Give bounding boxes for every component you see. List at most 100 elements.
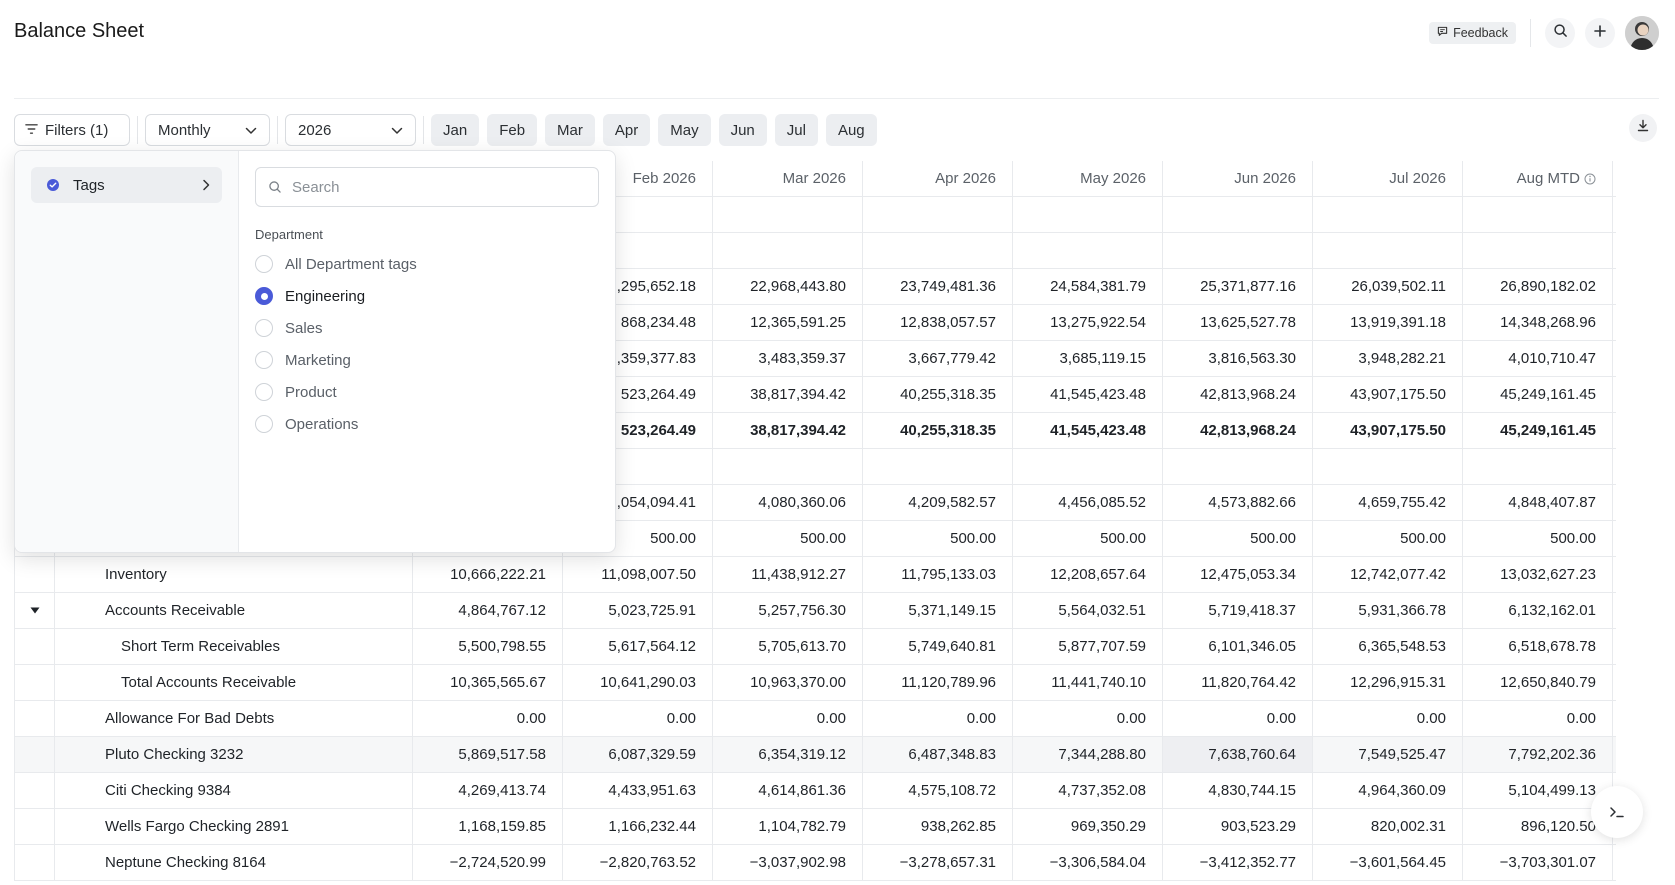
value-cell[interactable]: 38,817,394.42 [713,377,863,412]
value-cell[interactable]: 4,575,108.72 [863,773,1013,808]
table-row[interactable]: ,054,094.41 4,080,360.06 4,209,582.57 4,456… [14,485,1616,521]
value-cell[interactable]: 40,255,318.35 [863,377,1013,412]
value-cell[interactable]: 13,625,527.78 [1163,305,1313,340]
value-cell[interactable]: 11,441,740.10 [1013,665,1163,700]
value-cell[interactable]: 500.00 [563,521,713,556]
value-cell[interactable]: 11,098,007.50 [563,557,713,592]
value-cell[interactable]: 4,456,085.52 [1013,485,1163,520]
radio-button[interactable] [255,351,273,369]
value-cell[interactable]: 3,685,119.15 [1013,341,1163,376]
value-cell[interactable] [1013,449,1163,484]
value-cell[interactable]: −3,037,902.98 [713,845,863,880]
value-cell[interactable] [1163,233,1313,268]
value-cell[interactable]: −3,412,352.77 [1163,845,1313,880]
month-pill-feb[interactable]: Feb [487,114,538,146]
value-cell[interactable]: 5,617,564.12 [563,629,713,664]
value-cell[interactable]: 868,234.48 [563,305,713,340]
value-cell[interactable]: 5,749,640.81 [863,629,1013,664]
value-cell[interactable]: 12,838,057.57 [863,305,1013,340]
value-cell[interactable]: 1,166,232.44 [563,809,713,844]
table-row[interactable]: Pluto Checking 3232 5,869,517.58 6,087,329… [14,737,1616,773]
download-button[interactable] [1629,114,1657,142]
value-cell[interactable] [863,449,1013,484]
tag-search-input[interactable] [292,178,586,196]
month-pill-aug[interactable]: Aug [825,114,877,146]
value-cell[interactable]: 820,002.31 [1313,809,1463,844]
value-cell[interactable]: 5,705,613.70 [713,629,863,664]
column-header[interactable]: Jun 2026 [1163,161,1313,196]
value-cell[interactable]: 4,737,352.08 [1013,773,1163,808]
value-cell[interactable]: 500.00 [713,521,863,556]
table-row[interactable]: ,295,652.18 22,968,443.80 23,749,481.36 24,… [14,269,1616,305]
value-cell[interactable]: 6,518,678.78 [1463,629,1613,664]
value-cell[interactable]: 10,641,290.03 [563,665,713,700]
value-cell[interactable]: 0.00 [563,701,713,736]
value-cell[interactable]: 3,948,282.21 [1313,341,1463,376]
value-cell[interactable]: 26,039,502.11 [1313,269,1463,304]
value-cell[interactable]: 4,614,861.36 [713,773,863,808]
value-cell[interactable]: 5,931,366.78 [1313,593,1463,628]
value-cell[interactable]: 12,650,840.79 [1463,665,1613,700]
value-cell[interactable]: 3,667,779.42 [863,341,1013,376]
value-cell[interactable]: 1,104,782.79 [713,809,863,844]
value-cell[interactable]: 938,262.85 [863,809,1013,844]
value-cell[interactable]: 4,269,413.74 [413,773,563,808]
value-cell[interactable]: 45,249,161.45 [1463,377,1613,412]
row-expand-cell[interactable] [15,593,55,628]
value-cell[interactable]: 10,666,222.21 [413,557,563,592]
value-cell[interactable] [1313,197,1463,232]
value-cell[interactable] [1313,233,1463,268]
value-cell[interactable]: 41,545,423.48 [1013,413,1163,448]
month-pill-apr[interactable]: Apr [602,114,651,146]
value-cell[interactable]: 6,087,329.59 [563,737,713,772]
radio-button[interactable] [255,383,273,401]
value-cell[interactable]: 4,010,710.47 [1463,341,1613,376]
value-cell[interactable]: 45,249,161.45 [1463,413,1613,448]
value-cell[interactable]: 5,257,756.30 [713,593,863,628]
avatar[interactable] [1625,16,1659,50]
value-cell[interactable]: 0.00 [413,701,563,736]
column-header[interactable]: Jul 2026 [1313,161,1463,196]
value-cell[interactable]: 903,523.29 [1163,809,1313,844]
value-cell[interactable]: 6,354,319.12 [713,737,863,772]
radio-button[interactable] [255,415,273,433]
value-cell[interactable] [1463,197,1613,232]
value-cell[interactable]: −3,601,564.45 [1313,845,1463,880]
value-cell[interactable]: 969,350.29 [1013,809,1163,844]
department-option[interactable]: Product [255,376,599,408]
value-cell[interactable] [1313,449,1463,484]
column-header-aug-mtd[interactable]: Aug MTD [1463,161,1613,196]
department-option[interactable]: Sales [255,312,599,344]
value-cell[interactable]: 5,877,707.59 [1013,629,1163,664]
value-cell[interactable]: 13,275,922.54 [1013,305,1163,340]
column-header[interactable]: Mar 2026 [713,161,863,196]
column-header[interactable]: Apr 2026 [863,161,1013,196]
value-cell[interactable] [863,233,1013,268]
value-cell[interactable]: 6,132,162.01 [1463,593,1613,628]
value-cell[interactable]: 1,168,159.85 [413,809,563,844]
value-cell[interactable]: 5,104,499.13 [1463,773,1613,808]
table-row[interactable]: 523,264.49 38,817,394.42 40,255,318.35 41,5… [14,377,1616,413]
value-cell[interactable]: 11,438,912.27 [713,557,863,592]
value-cell[interactable]: 5,564,032.51 [1013,593,1163,628]
value-cell[interactable]: 4,964,360.09 [1313,773,1463,808]
department-option[interactable]: Marketing [255,344,599,376]
value-cell[interactable]: 0.00 [1013,701,1163,736]
value-cell[interactable]: 12,208,657.64 [1013,557,1163,592]
table-row[interactable]: Accounts Receivable 4,864,767.12 5,023,725… [14,593,1616,629]
value-cell[interactable]: 42,813,968.24 [1163,377,1313,412]
value-cell[interactable] [1463,449,1613,484]
value-cell[interactable]: 6,487,348.83 [863,737,1013,772]
value-cell[interactable]: 500.00 [863,521,1013,556]
value-cell[interactable]: 500.00 [1163,521,1313,556]
department-option[interactable]: All Department tags [255,248,599,280]
month-pill-jan[interactable]: Jan [431,114,480,146]
value-cell[interactable]: 43,907,175.50 [1313,377,1463,412]
table-row[interactable]: 523,264.49 38,817,394.42 40,255,318.35 41,5… [14,413,1616,449]
value-cell[interactable]: 4,864,767.12 [413,593,563,628]
value-cell[interactable]: 7,344,288.80 [1013,737,1163,772]
table-row[interactable]: Neptune Checking 8164 −2,724,520.99 −2,820… [14,845,1616,881]
period-select[interactable]: Monthly [145,114,270,146]
value-cell[interactable]: 3,816,563.30 [1163,341,1313,376]
value-cell[interactable]: 5,023,725.91 [563,593,713,628]
